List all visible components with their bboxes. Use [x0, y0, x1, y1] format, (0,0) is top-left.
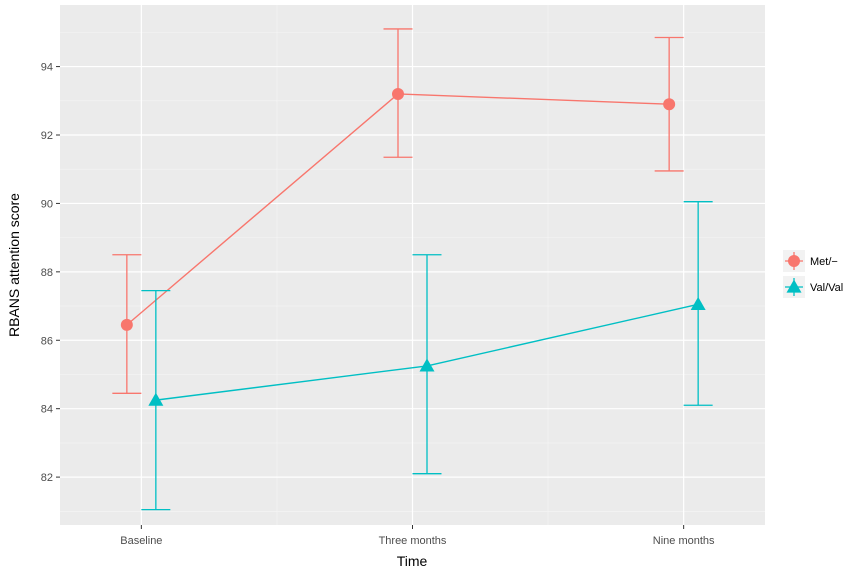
- y-tick-label: 86: [41, 335, 53, 347]
- legend-label: Met/−: [810, 256, 838, 268]
- y-tick-label: 94: [41, 62, 53, 74]
- x-tick-label: Baseline: [120, 535, 162, 547]
- data-point: [663, 98, 676, 111]
- x-axis-title: Time: [397, 553, 428, 569]
- data-point: [392, 87, 404, 100]
- y-axis-title: RBANS attention score: [6, 193, 22, 337]
- y-tick-label: 90: [41, 198, 53, 210]
- x-tick-label: Three months: [379, 535, 447, 547]
- y-tick-label: 88: [41, 267, 53, 279]
- legend: Met/− Val/Val: [783, 250, 843, 298]
- y-tick-label: 82: [41, 472, 53, 484]
- data-point: [120, 318, 133, 331]
- y-axis: 82 84 86 88 90 92 94: [41, 62, 60, 484]
- y-tick-label: 84: [41, 404, 53, 416]
- grid-major: [60, 5, 765, 525]
- x-axis: Baseline Three months Nine months: [120, 525, 715, 547]
- x-tick-label: Nine months: [653, 535, 715, 547]
- legend-key-marker: [788, 255, 800, 267]
- data-point: [690, 296, 706, 310]
- data-point: [148, 392, 164, 406]
- y-tick-label: 92: [41, 130, 53, 142]
- data-point: [419, 358, 435, 372]
- legend-label: Val/Val: [810, 282, 843, 294]
- legend-key-marker: [786, 279, 802, 293]
- series-layer: [112, 28, 713, 511]
